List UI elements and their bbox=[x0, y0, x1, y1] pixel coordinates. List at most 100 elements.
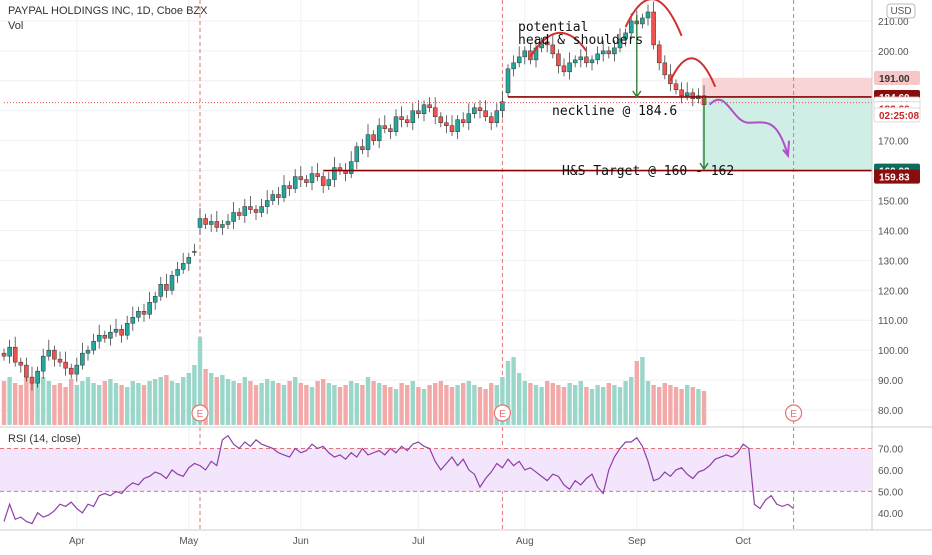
volume-bar bbox=[399, 383, 404, 425]
symbol-title[interactable]: PAYPAL HOLDINGS INC, 1D, Cboe BZX bbox=[8, 5, 208, 17]
volume-bar bbox=[601, 387, 606, 425]
volume-bar bbox=[265, 379, 270, 425]
earnings-vlines bbox=[199, 0, 795, 530]
candle bbox=[91, 333, 96, 355]
volume-bar bbox=[1, 381, 7, 425]
candlesticks bbox=[1, 1, 707, 391]
volume-bar bbox=[629, 377, 634, 425]
candle bbox=[500, 91, 505, 119]
volume-bar bbox=[125, 387, 130, 425]
user-drawings bbox=[4, 0, 872, 172]
candle bbox=[432, 97, 438, 125]
volume-bar bbox=[209, 373, 214, 425]
price-tick-label: 120.00 bbox=[878, 286, 909, 297]
volume-bar bbox=[175, 383, 180, 425]
volume-bar bbox=[281, 385, 287, 425]
time-axis[interactable]: Apr May Jun Jul Aug Sep Oct bbox=[0, 529, 932, 547]
candle bbox=[7, 339, 12, 364]
volume-bar bbox=[489, 383, 494, 425]
candle bbox=[130, 306, 136, 331]
volume-bar bbox=[584, 387, 589, 425]
candle bbox=[281, 175, 287, 203]
candle bbox=[348, 151, 354, 179]
candle bbox=[292, 169, 298, 194]
volume-bar bbox=[181, 377, 186, 425]
candle bbox=[488, 112, 494, 131]
earnings-marker[interactable]: E bbox=[493, 404, 511, 422]
candle bbox=[74, 357, 80, 382]
volume-bar bbox=[276, 383, 281, 425]
candle bbox=[516, 46, 522, 68]
grid-lines bbox=[0, 0, 872, 530]
candle bbox=[612, 40, 617, 62]
candle bbox=[589, 55, 595, 71]
volume-bar bbox=[657, 387, 662, 425]
volume-bar bbox=[332, 385, 337, 425]
price-tag: 02:25:08 bbox=[873, 107, 921, 123]
candle bbox=[388, 124, 393, 140]
candle bbox=[640, 13, 645, 29]
volume-bar bbox=[293, 377, 298, 425]
candle bbox=[248, 196, 253, 214]
volume-bar bbox=[18, 385, 23, 425]
volume-bar bbox=[679, 389, 684, 425]
earnings-marker[interactable]: E bbox=[784, 404, 803, 422]
candle bbox=[264, 190, 270, 214]
rsi-tick-label: 40.00 bbox=[878, 509, 903, 520]
volume-bar bbox=[298, 383, 303, 425]
volume-bar bbox=[46, 381, 51, 425]
volume-bar bbox=[444, 385, 449, 425]
volume-bar bbox=[533, 385, 539, 425]
volume-bar bbox=[421, 389, 427, 425]
currency-badge[interactable]: USD bbox=[886, 3, 916, 19]
volume-bar bbox=[13, 383, 18, 425]
volume-bar bbox=[701, 391, 707, 425]
price-tags: 191.00184.60183.00182.6602:25:08160.0215… bbox=[873, 70, 921, 184]
candle bbox=[180, 252, 186, 274]
candle bbox=[124, 315, 130, 340]
volume-bar bbox=[567, 383, 572, 425]
volume-bar bbox=[63, 387, 68, 425]
volume-bar bbox=[287, 381, 292, 425]
volume-bar bbox=[410, 381, 415, 425]
volume-bar bbox=[259, 383, 264, 425]
volume-bar bbox=[91, 383, 96, 425]
candle bbox=[12, 336, 18, 367]
candle bbox=[158, 276, 164, 301]
volume-bar bbox=[416, 387, 421, 425]
candle bbox=[320, 172, 326, 194]
volume-bar bbox=[214, 377, 219, 425]
price-tag: 191.00 bbox=[874, 70, 920, 85]
time-tick-label: May bbox=[179, 536, 198, 547]
price-tick-label: 150.00 bbox=[878, 197, 909, 208]
volume-bar bbox=[573, 385, 578, 425]
price-tick-label: 200.00 bbox=[878, 47, 909, 58]
volume-bar bbox=[511, 357, 516, 425]
volume-bar bbox=[612, 385, 617, 425]
candle bbox=[651, 1, 656, 50]
volume-bar bbox=[472, 385, 477, 425]
volume-bar bbox=[253, 385, 259, 425]
volume-bar bbox=[315, 381, 320, 425]
candle bbox=[298, 166, 304, 188]
rsi-tick-label: 50.00 bbox=[878, 487, 903, 498]
volume-bar bbox=[192, 365, 197, 425]
candle bbox=[360, 139, 365, 155]
price-tag: 159.83 bbox=[874, 169, 920, 184]
candle bbox=[304, 175, 309, 188]
candle bbox=[483, 100, 488, 122]
rsi-label[interactable]: RSI (14, close) bbox=[8, 433, 81, 445]
candle bbox=[276, 187, 281, 206]
volume-bar bbox=[69, 379, 74, 425]
earnings-marker[interactable]: E bbox=[191, 404, 209, 422]
volume-bar bbox=[242, 377, 247, 425]
volume-bar bbox=[102, 381, 107, 425]
rsi-pane[interactable]: RSI (14, close) 70.00 60.00 50.00 40.00 bbox=[0, 426, 932, 525]
candle bbox=[673, 79, 679, 95]
candle bbox=[444, 115, 449, 134]
earnings-marker-label: E bbox=[790, 409, 797, 420]
volume-bar bbox=[35, 371, 40, 425]
candle bbox=[18, 357, 24, 373]
